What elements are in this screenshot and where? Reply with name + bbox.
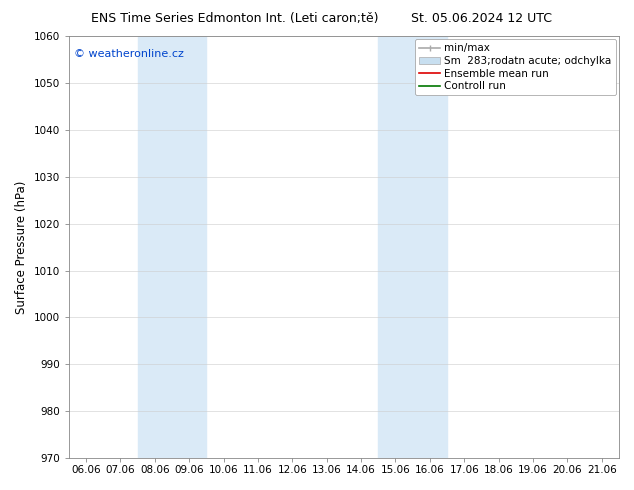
Y-axis label: Surface Pressure (hPa): Surface Pressure (hPa) [15,180,28,314]
Text: ENS Time Series Edmonton Int. (Leti caron;tě): ENS Time Series Edmonton Int. (Leti caro… [91,12,378,25]
Text: St. 05.06.2024 12 UTC: St. 05.06.2024 12 UTC [411,12,552,25]
Legend: min/max, Sm  283;rodatn acute; odchylka, Ensemble mean run, Controll run: min/max, Sm 283;rodatn acute; odchylka, … [415,39,616,96]
Text: © weatheronline.cz: © weatheronline.cz [74,49,184,59]
Bar [138,36,207,458]
Bar [378,36,447,458]
